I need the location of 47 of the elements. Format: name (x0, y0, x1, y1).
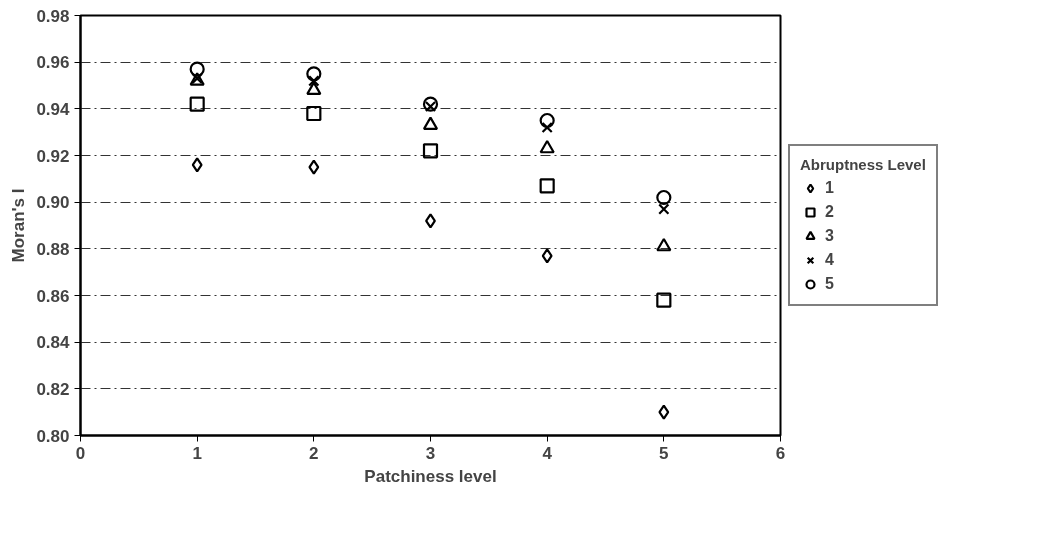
point (656, 292, 672, 308)
point (306, 66, 322, 82)
x-tick-label: 0 (75, 443, 86, 463)
point (189, 61, 205, 77)
point (424, 100, 437, 113)
point (306, 105, 322, 122)
point (539, 112, 555, 129)
legend-label: 4 (825, 251, 835, 269)
point (539, 178, 555, 194)
point (658, 203, 670, 215)
y-tick-label: 0.84 (36, 333, 71, 353)
point (656, 237, 672, 252)
legend-title: Abruptness Level (800, 156, 926, 173)
y-tick-label: 0.86 (36, 286, 70, 306)
legend-label: 3 (825, 227, 835, 245)
y-tick-label: 0.88 (36, 239, 70, 259)
point (189, 96, 205, 112)
x-axis-title: Patchiness level (364, 466, 497, 486)
y-tick-label: 0.96 (36, 53, 70, 73)
x-tick-label: 2 (309, 443, 319, 463)
point (656, 189, 672, 206)
y-axis-title: Moran's I (9, 188, 29, 263)
point (422, 143, 439, 159)
point (308, 159, 320, 175)
y-tick-label: 0.90 (36, 193, 70, 213)
legend-label: 2 (825, 203, 835, 221)
legend-label: 5 (825, 275, 835, 293)
point (541, 248, 553, 264)
point (422, 96, 439, 112)
x-tick-label: 1 (192, 443, 202, 463)
x-tick-label: 5 (659, 443, 669, 463)
y-tick-label: 0.82 (36, 379, 70, 399)
point (308, 75, 320, 87)
y-tick-label: 0.94 (36, 99, 71, 119)
y-tick-label: 0.80 (36, 426, 70, 446)
point (306, 81, 322, 96)
x-tick-label: 3 (425, 443, 436, 463)
y-tick-label: 0.98 (36, 6, 70, 26)
point (541, 121, 553, 134)
legend-label: 1 (825, 179, 835, 197)
x-tick-label: 6 (775, 443, 786, 463)
x-tick-label: 4 (542, 443, 553, 463)
point (539, 139, 555, 154)
point (422, 116, 439, 131)
y-tick-label: 0.92 (36, 146, 70, 166)
point (658, 404, 670, 420)
point (191, 157, 203, 173)
